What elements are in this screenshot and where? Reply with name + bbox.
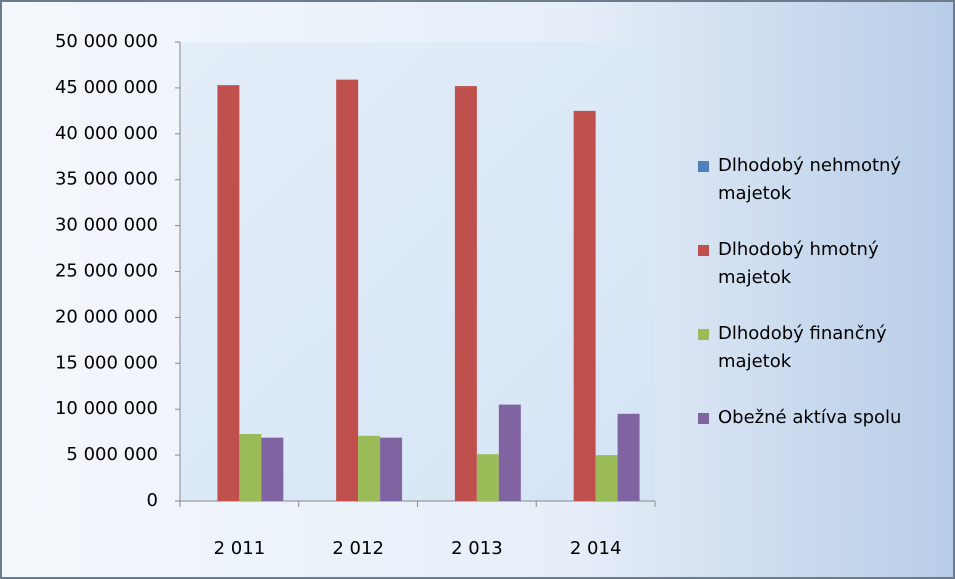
bar bbox=[476, 454, 499, 501]
x-tick-label: 2 013 bbox=[451, 538, 503, 559]
y-tick-label: 25 000 000 bbox=[55, 261, 158, 282]
bar bbox=[380, 437, 403, 501]
y-tick-label: 15 000 000 bbox=[55, 352, 158, 373]
legend-item: Dlhodobý nehmotný majetok bbox=[698, 152, 943, 208]
legend-item: Dlhodobý finančný majetok bbox=[698, 320, 943, 376]
legend-swatch bbox=[698, 245, 709, 256]
bar bbox=[454, 86, 477, 502]
bar bbox=[217, 85, 240, 502]
y-tick-label: 35 000 000 bbox=[55, 169, 158, 190]
bar bbox=[573, 110, 596, 501]
y-tick-label: 20 000 000 bbox=[55, 306, 158, 327]
legend-label: Dlhodobý finančný majetok bbox=[718, 323, 887, 372]
y-tick-label: 30 000 000 bbox=[55, 215, 158, 236]
legend-label: Obežné aktíva spolu bbox=[718, 407, 902, 428]
legend-swatch bbox=[698, 161, 709, 172]
legend-item: Dlhodobý hmotný majetok bbox=[698, 236, 943, 292]
y-tick-label: 0 bbox=[147, 490, 158, 511]
y-tick-label: 45 000 000 bbox=[55, 77, 158, 98]
y-tick-label: 40 000 000 bbox=[55, 123, 158, 144]
legend-item: Obežné aktíva spolu bbox=[698, 404, 943, 432]
legend-swatch bbox=[698, 413, 709, 424]
bar bbox=[498, 404, 521, 501]
bar bbox=[239, 433, 262, 501]
legend-label: Dlhodobý nehmotný majetok bbox=[718, 155, 902, 204]
y-tick-label: 10 000 000 bbox=[55, 398, 158, 419]
bar bbox=[617, 413, 640, 501]
y-tick-label: 5 000 000 bbox=[66, 444, 158, 465]
x-tick-label: 2 014 bbox=[570, 538, 622, 559]
bar bbox=[336, 79, 359, 501]
bar bbox=[358, 435, 381, 501]
legend: Dlhodobý nehmotný majetok Dlhodobý hmotný… bbox=[698, 152, 943, 460]
bar bbox=[595, 455, 618, 501]
bar bbox=[261, 437, 284, 501]
legend-swatch bbox=[698, 329, 709, 340]
y-tick-label: 50 000 000 bbox=[55, 31, 158, 52]
legend-label: Dlhodobý hmotný majetok bbox=[718, 239, 879, 288]
x-tick-label: 2 011 bbox=[214, 538, 266, 559]
x-tick-label: 2 012 bbox=[332, 538, 384, 559]
